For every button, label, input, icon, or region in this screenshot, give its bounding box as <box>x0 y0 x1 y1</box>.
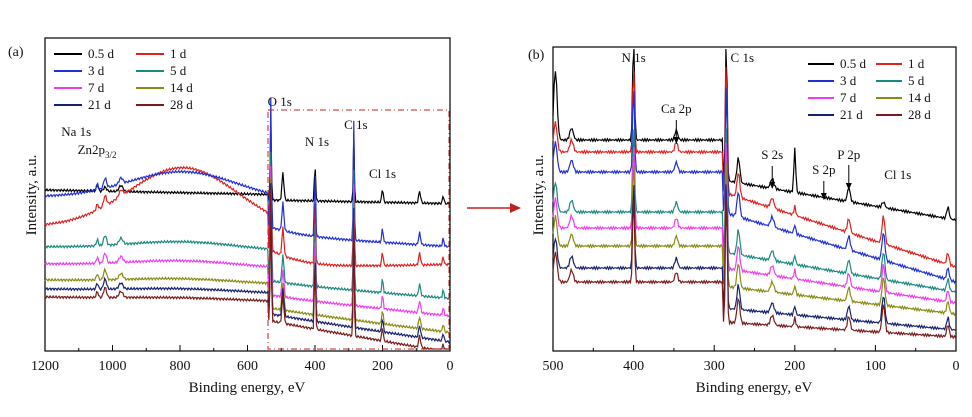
panel-b-xlabel: Binding energy, eV <box>696 380 813 396</box>
legend-entry: 0.5 d <box>840 56 867 71</box>
xtick-label: 600 <box>237 359 258 374</box>
legend-entry: 14 d <box>170 80 193 95</box>
peak-arrow-head <box>769 182 776 189</box>
peak-label: N 1s <box>621 50 645 65</box>
series-line-7d <box>44 165 451 318</box>
peak-label: Na 1s <box>61 124 91 139</box>
series-line-5d <box>552 128 957 294</box>
panel-a-label: (a) <box>8 45 24 60</box>
panel-a-xlabel: Binding energy, eV <box>189 380 306 396</box>
legend-entry: 7 d <box>88 80 105 95</box>
xtick-label: 400 <box>623 359 644 374</box>
peak-label: Ca 2p <box>661 101 692 116</box>
series-line-5d <box>44 151 451 301</box>
peak-arrow-head <box>673 137 680 144</box>
xtick-label: 1200 <box>31 359 59 374</box>
panel-a-legend: 0.5 d 1 d 3 d 5 d 7 d 14 d 21 d 28 d <box>54 46 193 112</box>
peak-label: S 2p <box>812 162 835 177</box>
series-line-05d <box>45 118 451 206</box>
peak-label: N 1s <box>305 134 329 149</box>
legend-entry: 21 d <box>840 107 863 122</box>
xtick-label: 100 <box>865 359 886 374</box>
legend-entry: 5 d <box>170 63 187 78</box>
peak-label: C 1s <box>344 117 367 132</box>
panel-b-xticks: 500 400 300 200 100 0 <box>543 345 960 374</box>
xtick-label: 300 <box>704 359 725 374</box>
panel-b-legend: 0.5 d 1 d 3 d 5 d 7 d 14 d 21 d 28 d <box>808 56 931 122</box>
xtick-label: 200 <box>784 359 805 374</box>
xtick-label: 1000 <box>99 359 127 374</box>
legend-entry: 14 d <box>908 90 931 105</box>
series-line-7d <box>552 142 957 305</box>
panel-a: (a) Intensity, a.u. Binding energy, eV 1… <box>8 37 454 396</box>
peak-label: Cl 1s <box>884 167 911 182</box>
legend-entry: 1 d <box>908 56 925 71</box>
legend-entry: 5 d <box>908 73 925 88</box>
series-line-14d <box>44 178 451 335</box>
xtick-label: 0 <box>447 359 454 374</box>
legend-entry: 21 d <box>88 97 111 112</box>
series-line-21d <box>44 183 451 345</box>
legend-entry: 1 d <box>170 46 187 61</box>
peak-label: S 2s <box>761 147 783 162</box>
peak-label: Zn2p3/2 <box>78 142 117 160</box>
series-line-1d <box>552 66 957 268</box>
panel-a-ylabel: Intensity, a.u. <box>24 155 40 236</box>
legend-entry: 7 d <box>840 90 857 105</box>
series-line-05d <box>552 48 957 222</box>
legend-entry: 3 d <box>840 73 857 88</box>
xtick-label: 400 <box>305 359 326 374</box>
panel-a-annotations: Na 1s Zn2p3/2 O 1s N 1s C 1s Cl 1s <box>61 94 396 181</box>
xtick-label: 200 <box>372 359 393 374</box>
panel-b-label: (b) <box>528 48 545 63</box>
transition-arrow <box>467 203 521 213</box>
series-line-21d <box>552 184 956 332</box>
series-line-3d <box>44 97 451 249</box>
legend-entry: 0.5 d <box>88 46 115 61</box>
peak-label: Cl 1s <box>369 166 396 181</box>
panel-b-frame <box>552 46 957 352</box>
series-line-1d <box>44 119 451 269</box>
panel-b-ylabel: Intensity, a.u. <box>531 155 547 236</box>
series-line-28d <box>44 189 450 351</box>
panel-b-series <box>552 48 957 340</box>
legend-entry: 3 d <box>88 63 105 78</box>
panel-a-series <box>44 97 451 351</box>
peak-label: P 2p <box>837 147 860 162</box>
series-line-28d <box>552 196 957 340</box>
panel-b-annotations: N 1s C 1s Ca 2p S 2s S 2pP 2p Cl 1s <box>621 50 911 200</box>
xtick-label: 0 <box>953 359 960 374</box>
zoom-region-box <box>267 109 450 350</box>
xtick-label: 800 <box>170 359 191 374</box>
legend-entry: 28 d <box>170 97 193 112</box>
peak-arrow-head <box>845 183 852 190</box>
series-line-14d <box>552 160 957 317</box>
panel-a-frame <box>44 37 451 352</box>
legend-entry: 28 d <box>908 107 931 122</box>
peak-arrow-head <box>820 193 827 200</box>
panel-a-xticks: 1200 1000 800 600 400 200 0 <box>31 345 454 374</box>
peak-label: O 1s <box>268 94 292 109</box>
series-line-3d <box>552 87 957 285</box>
panel-b: (b) Intensity, a.u. Binding energy, eV 5… <box>528 46 960 396</box>
peak-label: C 1s <box>731 50 754 65</box>
xtick-label: 500 <box>543 359 564 374</box>
